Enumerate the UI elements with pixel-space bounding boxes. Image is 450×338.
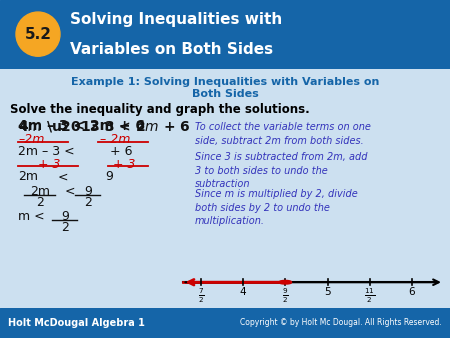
Text: Solve the inequality and graph the solutions.: Solve the inequality and graph the solut… xyxy=(10,103,310,116)
Text: 9: 9 xyxy=(105,170,113,184)
Text: <: < xyxy=(58,170,68,184)
Text: Both Sides: Both Sides xyxy=(192,89,258,99)
Text: $\frac{11}{2}$: $\frac{11}{2}$ xyxy=(364,287,375,306)
Text: Solving Inequalities with: Solving Inequalities with xyxy=(70,11,282,27)
Text: 9: 9 xyxy=(84,186,92,198)
Text: + 6: + 6 xyxy=(110,145,132,159)
Text: m <: m < xyxy=(18,211,45,223)
Text: + 3: + 3 xyxy=(38,159,60,171)
Text: 2m: 2m xyxy=(18,170,38,184)
Text: <: < xyxy=(65,185,76,198)
Circle shape xyxy=(280,281,291,283)
Text: 2: 2 xyxy=(61,221,69,235)
Text: Copyright © by Holt Mc Dougal. All Rights Reserved.: Copyright © by Holt Mc Dougal. All Right… xyxy=(240,318,442,327)
Text: $\frac{7}{2}$: $\frac{7}{2}$ xyxy=(198,287,204,306)
Text: Variables on Both Sides: Variables on Both Sides xyxy=(70,42,273,57)
Text: To collect the variable terms on one
side, subtract 2m from both sides.: To collect the variable terms on one sid… xyxy=(195,122,371,146)
Text: Example 1: Solving Inequalities with Variables on: Example 1: Solving Inequalities with Var… xyxy=(71,77,379,87)
Text: 5.2: 5.2 xyxy=(24,27,51,42)
Text: 4$\it{m}$ \u2013 3 < 2$\it{m}$ + 6: 4$\it{m}$ \u2013 3 < 2$\it{m}$ + 6 xyxy=(18,119,191,134)
Text: 4m – 3 < 2m + 6: 4m – 3 < 2m + 6 xyxy=(18,119,145,134)
Text: 9: 9 xyxy=(61,211,69,223)
Text: 5: 5 xyxy=(324,287,331,297)
Text: 4: 4 xyxy=(240,287,247,297)
Text: Since 3 is subtracted from 2m, add
3 to both sides to undo the
subtraction: Since 3 is subtracted from 2m, add 3 to … xyxy=(195,152,368,189)
Text: Since m is multiplied by 2, divide
both sides by 2 to undo the
multiplication.: Since m is multiplied by 2, divide both … xyxy=(195,189,358,226)
Text: 2m – 3 <: 2m – 3 < xyxy=(18,145,75,159)
Text: –2m: –2m xyxy=(18,134,45,146)
Circle shape xyxy=(16,12,60,56)
Text: + 3: + 3 xyxy=(113,159,135,171)
Text: $\frac{9}{2}$: $\frac{9}{2}$ xyxy=(282,287,288,306)
Text: 2m: 2m xyxy=(30,186,50,198)
Text: Holt McDougal Algebra 1: Holt McDougal Algebra 1 xyxy=(8,318,145,328)
Text: 2: 2 xyxy=(84,196,92,210)
Text: – 2m: – 2m xyxy=(100,134,130,146)
Text: 2: 2 xyxy=(36,196,44,210)
Text: 6: 6 xyxy=(409,287,415,297)
